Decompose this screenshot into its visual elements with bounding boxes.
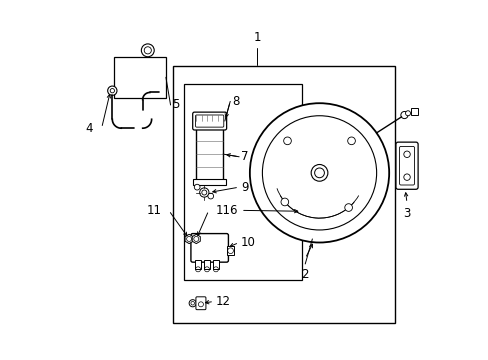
Text: 7: 7 bbox=[241, 150, 248, 163]
Circle shape bbox=[249, 103, 388, 243]
Circle shape bbox=[141, 44, 154, 57]
Circle shape bbox=[347, 137, 355, 145]
Text: 11: 11 bbox=[146, 204, 162, 217]
Bar bbox=[173, 66, 394, 323]
Bar bbox=[193, 179, 225, 185]
Circle shape bbox=[283, 137, 291, 145]
Bar bbox=[409, 108, 417, 115]
Bar bbox=[226, 246, 234, 255]
Bar bbox=[203, 260, 210, 269]
Text: 5: 5 bbox=[172, 99, 180, 112]
Circle shape bbox=[400, 112, 407, 118]
FancyBboxPatch shape bbox=[192, 112, 226, 130]
Text: 6: 6 bbox=[229, 204, 236, 217]
Text: 12: 12 bbox=[216, 295, 230, 308]
Text: 10: 10 bbox=[241, 236, 255, 249]
FancyBboxPatch shape bbox=[395, 142, 417, 189]
Bar bbox=[212, 260, 219, 269]
Circle shape bbox=[199, 188, 208, 197]
Bar bbox=[196, 128, 223, 180]
Circle shape bbox=[107, 86, 117, 95]
Text: 11: 11 bbox=[216, 204, 230, 217]
FancyBboxPatch shape bbox=[190, 234, 228, 262]
Circle shape bbox=[144, 47, 151, 54]
Bar bbox=[183, 84, 301, 280]
Circle shape bbox=[281, 198, 288, 206]
Text: 1: 1 bbox=[253, 31, 260, 44]
Circle shape bbox=[405, 111, 409, 116]
Text: 8: 8 bbox=[231, 95, 239, 108]
Text: 2: 2 bbox=[301, 267, 308, 280]
Bar bbox=[194, 260, 201, 269]
Circle shape bbox=[344, 204, 352, 211]
Circle shape bbox=[189, 300, 196, 307]
Circle shape bbox=[110, 89, 114, 93]
FancyBboxPatch shape bbox=[196, 297, 205, 310]
Bar bbox=[114, 57, 165, 98]
Circle shape bbox=[207, 193, 213, 199]
Text: 9: 9 bbox=[241, 181, 248, 194]
Circle shape bbox=[194, 184, 200, 190]
Text: 4: 4 bbox=[85, 122, 93, 135]
Text: 3: 3 bbox=[403, 207, 410, 220]
